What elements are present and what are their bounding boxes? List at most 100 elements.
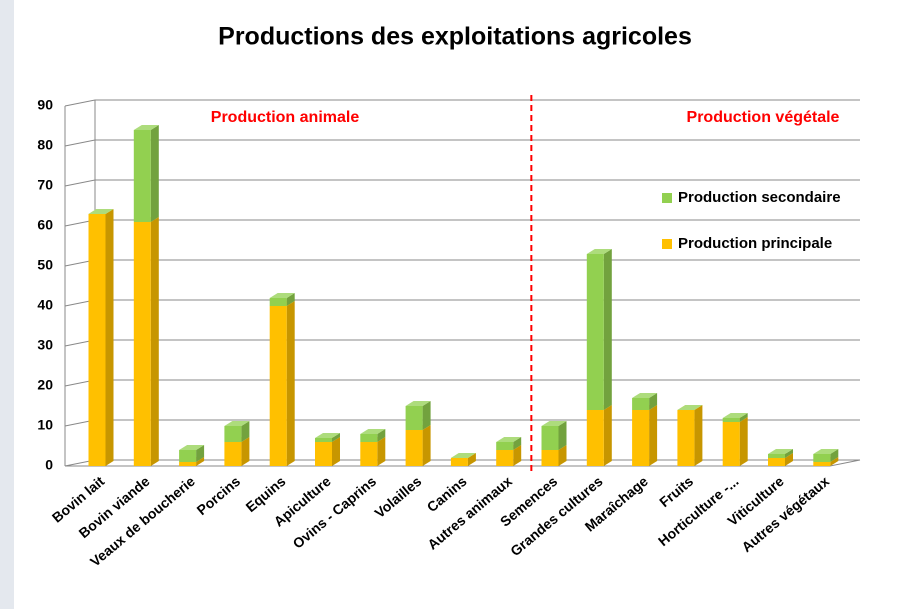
bar-front xyxy=(768,454,785,458)
bar-side xyxy=(649,393,658,410)
bar-segment xyxy=(496,437,522,450)
bar-segment xyxy=(632,393,658,410)
bar-segment xyxy=(269,301,295,466)
legend-label: Production secondaire xyxy=(678,189,841,206)
bar-top xyxy=(315,433,340,438)
bar-top xyxy=(813,449,839,454)
legend-swatch xyxy=(662,239,672,249)
grid-line xyxy=(64,139,860,147)
bar-segment xyxy=(541,421,567,450)
bar-top xyxy=(541,421,567,426)
bar-top xyxy=(405,401,431,406)
bar-front xyxy=(315,442,332,466)
bar-top xyxy=(450,453,476,458)
bar-segment xyxy=(133,125,159,222)
annotation: Production animale xyxy=(211,109,360,126)
bar-side xyxy=(105,209,114,466)
bar-segment xyxy=(450,453,476,458)
bar-side xyxy=(558,445,567,466)
bar-side xyxy=(785,453,793,466)
bar-side xyxy=(513,445,522,466)
bar-top xyxy=(496,437,522,442)
y-tick-label: 0 xyxy=(45,457,53,473)
bar-top xyxy=(269,293,295,298)
bar-front xyxy=(224,426,242,442)
bar-side xyxy=(558,421,567,450)
y-tick-label: 90 xyxy=(37,97,53,113)
bar-front xyxy=(133,130,151,222)
bar-front xyxy=(586,410,604,466)
bar-side xyxy=(332,437,340,466)
bar-side xyxy=(785,449,793,458)
bar-front xyxy=(677,410,695,466)
bar-segment xyxy=(586,249,612,410)
bar-side xyxy=(196,445,205,462)
bar-segment xyxy=(813,449,839,462)
bar-front xyxy=(813,454,831,462)
bar-segment xyxy=(88,209,114,214)
bar-front xyxy=(722,422,740,466)
bar-side xyxy=(739,417,748,466)
bar-segment xyxy=(632,405,658,466)
bar-front xyxy=(269,306,287,466)
bar-front xyxy=(133,222,151,466)
bar-top xyxy=(586,249,612,254)
bar-front xyxy=(496,442,514,450)
bar-side xyxy=(150,125,159,222)
grid-line xyxy=(64,179,860,187)
bar-side xyxy=(286,301,295,466)
bar-segment xyxy=(315,433,340,442)
y-tick-label: 30 xyxy=(37,337,53,353)
bar-segment xyxy=(360,429,386,442)
bar-front xyxy=(405,406,423,430)
bar-segment xyxy=(269,293,295,306)
bar-side xyxy=(513,437,522,450)
left-strip xyxy=(0,0,14,609)
bar-segment xyxy=(722,417,748,466)
bar-side xyxy=(377,437,386,466)
bar-top xyxy=(722,413,748,418)
bar-side xyxy=(422,425,431,466)
bar-side xyxy=(422,401,431,430)
bar-front xyxy=(632,398,650,410)
bar-top xyxy=(133,125,159,130)
y-tick-label: 70 xyxy=(37,177,53,193)
bar-front xyxy=(224,442,242,466)
bar-segment xyxy=(88,209,114,466)
bar-segment xyxy=(677,405,703,410)
bar-side xyxy=(603,405,612,466)
y-tick-label: 60 xyxy=(37,217,53,233)
bar-side xyxy=(739,413,748,422)
bar-front xyxy=(541,426,559,450)
bar-side xyxy=(467,453,476,466)
bar-side xyxy=(830,457,839,466)
bar-side xyxy=(377,429,386,442)
y-tick-label: 40 xyxy=(37,297,53,313)
bar-segment xyxy=(405,401,431,430)
bar-side xyxy=(694,405,703,466)
bar-segment xyxy=(768,449,793,458)
y-tick-label: 80 xyxy=(37,137,53,153)
bar-front xyxy=(450,458,468,466)
bar-front xyxy=(179,450,197,462)
bar-front xyxy=(360,434,378,442)
bar-front xyxy=(405,430,423,466)
bar-front xyxy=(360,442,378,466)
bar-top xyxy=(768,449,793,454)
bar-side xyxy=(241,437,250,466)
bar-side xyxy=(241,421,250,442)
bar-segment xyxy=(405,425,431,466)
legend-label: Production principale xyxy=(678,235,832,252)
y-tick-label: 20 xyxy=(37,377,53,393)
bar-front xyxy=(179,462,197,466)
bar-front xyxy=(722,418,740,422)
bar-front xyxy=(632,410,650,466)
bar-front xyxy=(813,462,831,466)
bar-side xyxy=(332,433,340,442)
bar-front xyxy=(541,450,559,466)
bar-top xyxy=(360,429,386,434)
bar-segment xyxy=(133,217,159,466)
bar-front xyxy=(768,458,785,466)
